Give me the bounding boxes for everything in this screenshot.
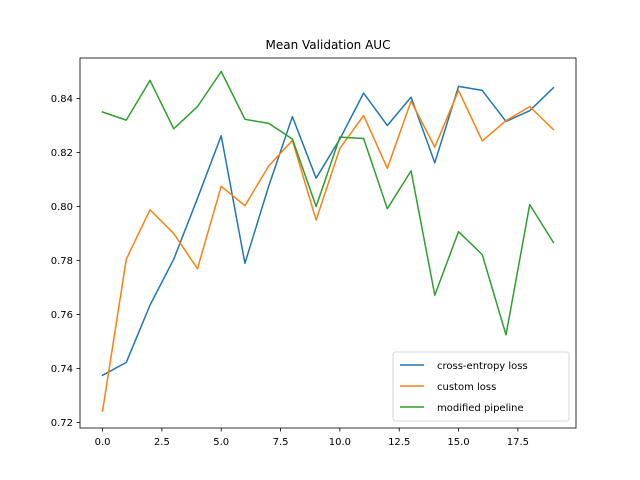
- series-line-2: [101, 70, 555, 336]
- plot-frame: [79, 57, 577, 429]
- y-axis: 0.72 0.74 0.76 0.78 0.80 0.82 0.84: [51, 94, 80, 429]
- legend-label: custom loss: [437, 382, 496, 393]
- chart-title: Mean Validation AUC: [266, 38, 391, 52]
- x-tick-label: 2.5: [154, 437, 170, 448]
- x-tick-label: 10.0: [329, 437, 351, 448]
- legend-label: modified pipeline: [437, 403, 524, 414]
- y-tick-label: 0.76: [51, 310, 73, 321]
- x-tick-label: 17.5: [507, 437, 529, 448]
- y-tick-label: 0.78: [51, 256, 73, 267]
- x-tick-label: 7.5: [273, 437, 289, 448]
- legend: cross-entropy loss custom loss modified pi…: [392, 351, 570, 422]
- y-tick-label: 0.82: [51, 148, 73, 159]
- y-tick-label: 0.84: [51, 94, 73, 105]
- legend-box: [392, 351, 570, 422]
- series-line-1: [101, 89, 555, 412]
- series-line-0: [101, 85, 555, 377]
- x-tick-label: 12.5: [388, 437, 410, 448]
- legend-label: cross-entropy loss: [437, 361, 528, 372]
- y-tick-label: 0.74: [51, 364, 73, 375]
- y-tick-label: 0.72: [51, 418, 73, 429]
- x-tick-label: 15.0: [447, 437, 469, 448]
- series-layer: [101, 70, 555, 412]
- x-tick-label: 0.0: [95, 437, 111, 448]
- x-tick-label: 5.0: [213, 437, 229, 448]
- x-axis: 0.0 2.5 5.0 7.5 10.0 12.5 15.0 17.5: [95, 428, 529, 448]
- y-tick-label: 0.80: [51, 202, 73, 213]
